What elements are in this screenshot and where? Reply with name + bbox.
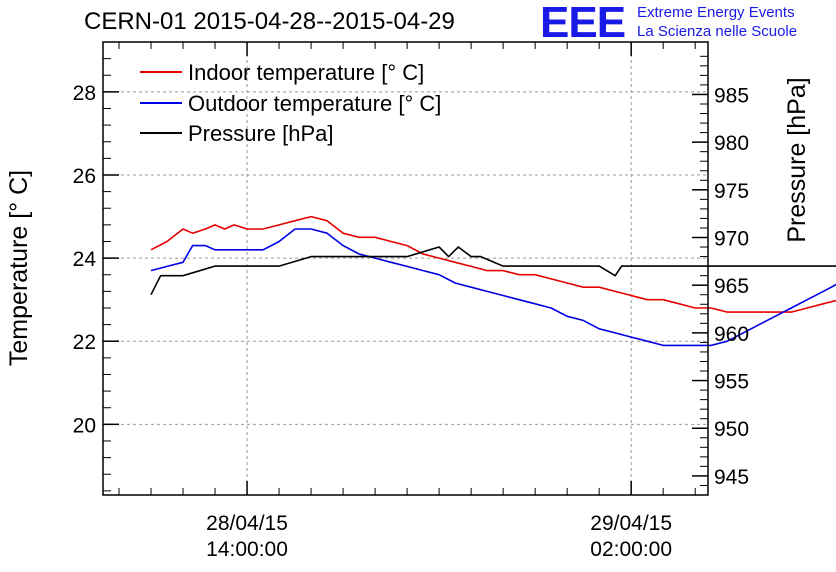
- series-line-pressure: [150, 246, 836, 296]
- y2-tick-label: 980: [714, 132, 749, 155]
- y-tick-label: 24: [73, 248, 97, 271]
- y-tick-label: 22: [73, 331, 96, 354]
- y-tick-label: 28: [73, 82, 96, 105]
- x-tick-label-date: 28/04/15: [206, 512, 288, 535]
- legend: Indoor temperature [° C] Outdoor tempera…: [140, 60, 441, 146]
- legend-label-outdoor: Outdoor temperature [° C]: [188, 91, 441, 116]
- x-tick-label-time: 02:00:00: [590, 538, 672, 561]
- y2-tick-label: 960: [714, 323, 749, 346]
- y-tick-label: 20: [73, 414, 96, 437]
- series-lines: [150, 215, 836, 347]
- y2-tick-label: 965: [714, 275, 749, 298]
- legend-label-pressure: Pressure [hPa]: [188, 121, 334, 146]
- tick-labels: 28/04/1514:00:0029/04/1502:00:0029/04/15…: [73, 82, 749, 561]
- x-tick-label-date: 29/04/15: [590, 512, 672, 535]
- x-tick-label-time: 14:00:00: [206, 538, 288, 561]
- logo-subtitle-line2: La Scienza nelle Scuole: [637, 23, 798, 40]
- axis-ticks: [103, 41, 708, 495]
- series-line-outdoor: [150, 228, 836, 347]
- y2-axis-title: Pressure [hPa]: [783, 77, 811, 242]
- y2-tick-label: 955: [714, 371, 749, 394]
- chart-title: CERN-01 2015-04-28--2015-04-29: [84, 8, 455, 35]
- y2-tick-label: 985: [714, 84, 749, 107]
- eee-logo: EEE: [540, 0, 626, 47]
- plot-frame: [102, 41, 709, 496]
- y-tick-label: 26: [73, 165, 96, 188]
- logo-subtitle-line1: Extreme Energy Events: [637, 4, 795, 21]
- y-axis-title: Temperature [° C]: [5, 170, 33, 366]
- y2-tick-label: 970: [714, 228, 749, 251]
- y2-tick-label: 945: [714, 466, 749, 489]
- series-line-indoor: [150, 215, 836, 313]
- grid-lines: [103, 42, 708, 495]
- y2-tick-label: 975: [714, 180, 749, 203]
- legend-label-indoor: Indoor temperature [° C]: [188, 60, 424, 85]
- y2-tick-label: 950: [714, 418, 749, 441]
